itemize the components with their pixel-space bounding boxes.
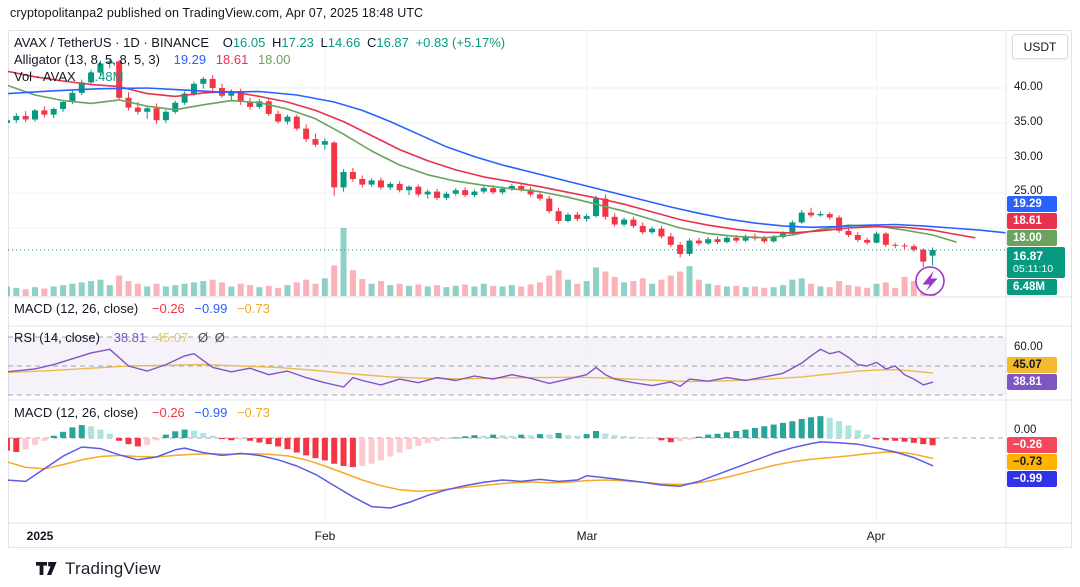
rsi-label: RSI (14, close) [14, 330, 100, 345]
open-label: O16.05 [222, 35, 266, 50]
tradingview-logo-icon [36, 562, 57, 576]
macd-label: MACD (12, 26, close) [14, 405, 139, 420]
rsi-scale-tick: 60.00 [1014, 341, 1043, 353]
macd-hist-value: −0.26 [151, 405, 185, 420]
lightning-icon [922, 270, 938, 292]
volume-label: Vol · AVAX [14, 69, 76, 84]
rsi-value-badge: 38.81 [1007, 374, 1057, 390]
currency-button[interactable]: USDT [1012, 34, 1068, 59]
macd-hidden-signal-value: −0.73 [236, 301, 270, 316]
lips-price-badge: 18.00 [1007, 230, 1057, 246]
macd-legend: MACD (12, 26, close) −0.26 −0.99 −0.73 [14, 405, 276, 420]
symbol-legend: AVAX / TetherUS · 1D · BINANCE O16.05 H1… [14, 35, 511, 50]
volume-badge: 6.48M [1007, 279, 1057, 295]
price-tick: 30.00 [1014, 151, 1043, 163]
chart-frame [8, 30, 1072, 548]
macd-hidden-hist-value: −0.26 [151, 301, 185, 316]
rsi-ma-value: 45.07 [155, 330, 189, 345]
time-label: Apr [866, 529, 886, 543]
rsi-upper-band-value: Ø [197, 330, 209, 345]
symbol-title: AVAX / TetherUS · 1D · BINANCE [14, 35, 210, 50]
rsi-ma-badge: 45.07 [1007, 357, 1057, 373]
boost-button[interactable] [915, 266, 945, 296]
macd-hist-badge: −0.26 [1007, 437, 1057, 453]
tradingview-logo[interactable]: TradingView [36, 559, 161, 579]
macd-hidden-legend: MACD (12, 26, close) −0.26 −0.99 −0.73 [14, 301, 276, 316]
alligator-jaw-value: 19.29 [173, 52, 207, 67]
macd-hidden-macd-value: −0.99 [194, 301, 228, 316]
macd-signal-badge: −0.73 [1007, 454, 1057, 470]
macd-scale-tick: 0.00 [1014, 424, 1037, 436]
alligator-legend: Alligator (13, 8, 5, 8, 5, 3) 19.29 18.6… [14, 52, 296, 67]
last-price-badge: 16.87 05:11:10 [1007, 247, 1065, 278]
alligator-label: Alligator (13, 8, 5, 8, 5, 3) [14, 52, 160, 67]
macd-signal-value: −0.73 [236, 405, 270, 420]
close-label: C16.87 [366, 35, 409, 50]
rsi-legend: RSI (14, close) 38.81 45.07 Ø Ø [14, 330, 231, 345]
high-label: H17.23 [271, 35, 314, 50]
alligator-lips-value: 18.00 [257, 52, 291, 67]
volume-value: 6.48M [87, 69, 124, 84]
macd-line-value: −0.99 [194, 405, 228, 420]
alligator-teeth-value: 18.61 [215, 52, 249, 67]
price-tick: 25.00 [1014, 185, 1043, 197]
price-tick: 35.00 [1014, 116, 1043, 128]
chart-plot [8, 30, 1006, 523]
volume-legend: Vol · AVAX 6.48M [14, 69, 129, 84]
macd-hidden-label: MACD (12, 26, close) [14, 301, 139, 316]
rsi-lower-band-value: Ø [214, 330, 225, 345]
time-label: Mar [576, 529, 598, 543]
publication-bar: cryptopolitanpa2 published on TradingVie… [10, 6, 424, 20]
low-label: L14.66 [320, 35, 361, 50]
price-tick: 40.00 [1014, 81, 1043, 93]
time-label: Feb [314, 529, 336, 543]
tradingview-logo-text: TradingView [65, 559, 161, 578]
macd-line-badge: −0.99 [1007, 471, 1057, 487]
time-label-year: 2025 [26, 529, 54, 543]
countdown-timer: 05:11:10 [1013, 263, 1054, 275]
rsi-value: 38.81 [113, 330, 147, 345]
jaw-price-badge: 19.29 [1007, 196, 1057, 212]
teeth-price-badge: 18.61 [1007, 213, 1057, 229]
change-label: +0.83 (+5.17%) [415, 35, 506, 50]
last-price-value: 16.87 [1013, 249, 1044, 263]
